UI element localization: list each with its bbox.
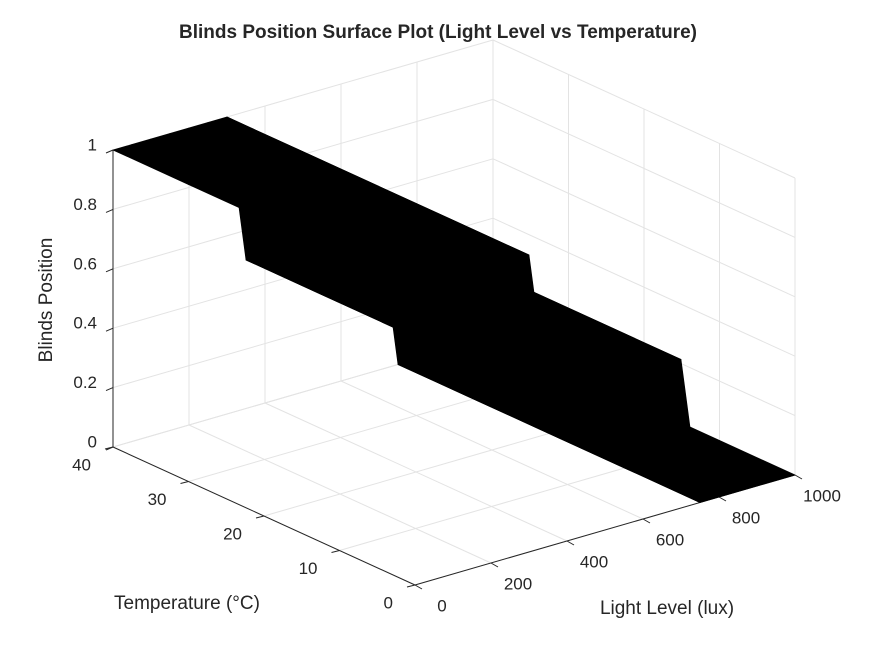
grid-line <box>492 98 796 238</box>
tick-mark <box>105 327 114 332</box>
y-tick-label: 10 <box>299 559 318 578</box>
y-tick-label: 0 <box>384 593 393 612</box>
z-tick-label: 0 <box>88 432 97 451</box>
x-tick-label: 1000 <box>803 486 841 505</box>
chart-title: Blinds Position Surface Plot (Light Leve… <box>179 22 697 43</box>
y-tick-label: 20 <box>223 524 242 543</box>
tick-mark <box>642 518 651 524</box>
tick-mark <box>105 446 114 451</box>
tick-mark <box>105 387 114 392</box>
tick-mark <box>414 584 423 590</box>
tick-mark <box>105 268 114 273</box>
grid-line <box>492 217 796 357</box>
tick-mark <box>490 562 499 568</box>
tick-mark <box>718 496 727 502</box>
z-tick-label: 0.8 <box>73 195 97 214</box>
tick-mark <box>331 550 340 553</box>
tick-mark <box>406 584 416 588</box>
tick-mark <box>105 208 114 213</box>
x-tick-label: 400 <box>580 552 608 571</box>
tick-mark <box>794 474 803 480</box>
x-tick-label: 600 <box>656 530 684 549</box>
surface-face <box>339 247 435 289</box>
grid-line <box>492 39 796 179</box>
x-tick-label: 800 <box>732 508 760 527</box>
y-axis-label: Temperature (°C) <box>114 593 260 614</box>
tick-mark <box>180 481 189 484</box>
y-tick-label: 30 <box>148 490 167 509</box>
tick-mark <box>105 149 114 154</box>
z-tick-label: 0.6 <box>73 254 97 273</box>
grid-line <box>492 158 796 298</box>
z-axis-label: Blinds Position <box>36 238 57 363</box>
z-tick-label: 0.4 <box>73 314 97 333</box>
tick-mark <box>566 540 575 546</box>
y-tick-label: 40 <box>72 455 91 474</box>
z-tick-label: 0.2 <box>73 373 97 392</box>
tick-mark <box>255 515 265 519</box>
x-axis-label: Light Level (lux) <box>600 598 734 619</box>
x-tick-label: 0 <box>437 596 446 615</box>
z-tick-label: 1 <box>88 135 97 154</box>
x-tick-label: 200 <box>504 574 532 593</box>
